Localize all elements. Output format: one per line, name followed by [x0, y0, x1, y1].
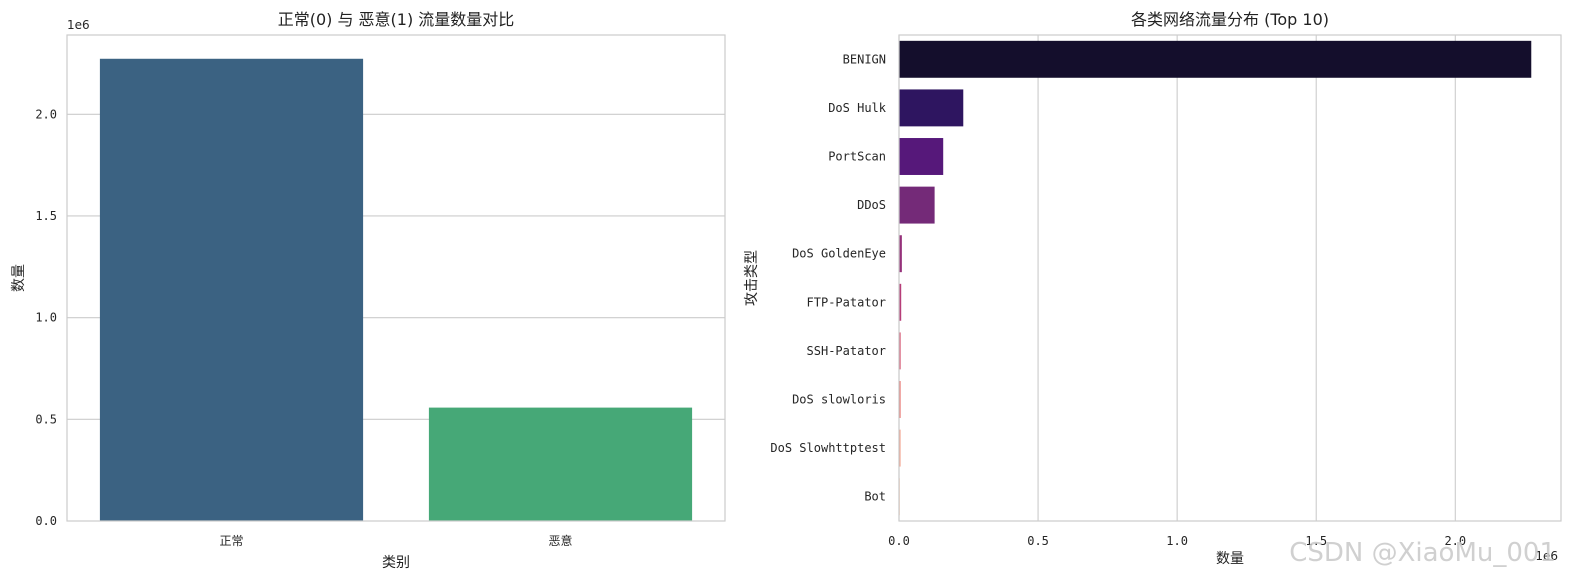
left-x-tick-label: 正常	[219, 534, 243, 548]
right-y-tick-labels: BENIGN DoS Hulk PortScan DDoS DoS GoldenEye F…	[770, 52, 886, 503]
watermark: CSDN @XiaoMu_001	[1289, 538, 1556, 568]
right-gridlines	[898, 35, 1456, 521]
right-y-tick-label: Bot	[864, 490, 886, 504]
right-bar	[899, 40, 1532, 78]
right-y-tick-label: DoS slowloris	[792, 393, 886, 407]
right-y-tick-label: PortScan	[828, 150, 886, 164]
right-y-tick-label: BENIGN	[843, 52, 886, 66]
left-y-tick-label: 2.0	[35, 107, 57, 121]
right-bars	[899, 40, 1532, 516]
left-y-tick-labels: 0.0 0.5 1.0 1.5 2.0	[35, 107, 57, 528]
right-y-axis-label: 攻击类型	[744, 250, 760, 306]
right-bar	[899, 429, 901, 467]
left-y-tick-label: 0.5	[35, 412, 57, 426]
left-x-tick-labels: 正常 恶意	[219, 533, 572, 548]
left-bar	[428, 407, 693, 521]
right-x-tick-label: 0.5	[1027, 534, 1049, 548]
right-x-tick-label: 1.0	[1166, 534, 1188, 548]
right-bar	[899, 381, 901, 418]
right-y-tick-label: DoS Hulk	[828, 101, 887, 115]
right-bar	[899, 186, 935, 224]
right-bar	[899, 283, 902, 321]
right-x-tick-label: 1.5	[1305, 534, 1327, 548]
right-bar	[899, 89, 964, 127]
right-chart-title: 各类网络流量分布 (Top 10)	[1131, 10, 1329, 29]
right-x-axis-label: 数量	[1216, 551, 1244, 567]
right-y-tick-label: DoS GoldenEye	[792, 247, 886, 261]
right-x-tick-labels: 0.0 0.5 1.0 1.5 2.0	[888, 534, 1466, 548]
right-bar	[899, 138, 944, 175]
right-bar	[899, 332, 901, 370]
right-y-tick-label: DDoS	[857, 198, 886, 212]
right-x-tick-label: 2.0	[1444, 534, 1466, 548]
right-y-tick-label: DoS Slowhttptest	[770, 441, 886, 455]
right-bar-chart: 各类网络流量分布 (Top 10) BENIGN DoS Hulk PortScan…	[744, 10, 1562, 567]
right-x-tick-label: 0.0	[888, 534, 910, 548]
right-plot-frame	[898, 34, 1562, 522]
left-y-axis-label: 数量	[11, 264, 27, 292]
right-x-offset-label: 1e6	[1535, 549, 1558, 563]
left-y-offset-label: 1e6	[67, 18, 90, 32]
left-x-axis-label: 类别	[382, 555, 410, 571]
right-y-tick-label: FTP-Patator	[807, 295, 886, 309]
left-y-tick-label: 0.0	[35, 514, 57, 528]
left-bars	[99, 58, 693, 521]
right-bar	[899, 235, 902, 273]
left-bar-chart: 正常(0) 与 恶意(1) 流量数量对比 0.0 0.5 1.0 1.5 2.0 正常 恶…	[11, 10, 726, 571]
left-bar	[99, 58, 364, 521]
left-x-tick-label: 恶意	[548, 533, 572, 548]
right-y-tick-label: SSH-Patator	[807, 344, 886, 358]
left-chart-title: 正常(0) 与 恶意(1) 流量数量对比	[278, 10, 515, 29]
left-y-tick-label: 1.0	[35, 311, 57, 325]
left-y-tick-label: 1.5	[35, 209, 57, 223]
left-plot-frame	[66, 34, 726, 522]
